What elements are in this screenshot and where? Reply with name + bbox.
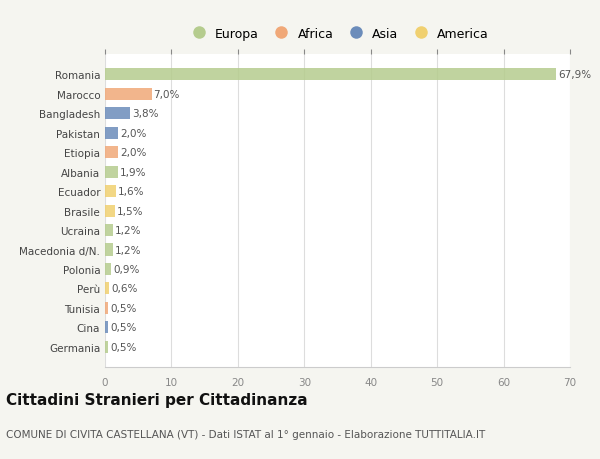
Text: 0,9%: 0,9%: [113, 264, 139, 274]
Bar: [105, 283, 109, 295]
Text: 67,9%: 67,9%: [558, 70, 591, 80]
Text: 7,0%: 7,0%: [154, 90, 180, 100]
Bar: [105, 205, 115, 217]
Bar: [105, 244, 113, 256]
Bar: [105, 147, 118, 159]
Bar: [105, 128, 118, 140]
Bar: [105, 302, 109, 314]
Text: 0,5%: 0,5%: [110, 323, 137, 333]
Text: 1,5%: 1,5%: [117, 206, 143, 216]
Text: 0,5%: 0,5%: [110, 303, 137, 313]
Bar: [105, 108, 130, 120]
Text: COMUNE DI CIVITA CASTELLANA (VT) - Dati ISTAT al 1° gennaio - Elaborazione TUTTI: COMUNE DI CIVITA CASTELLANA (VT) - Dati …: [6, 429, 485, 439]
Bar: [105, 166, 118, 179]
Text: 2,0%: 2,0%: [120, 148, 146, 158]
Text: 0,5%: 0,5%: [110, 342, 137, 352]
Text: 1,2%: 1,2%: [115, 225, 142, 235]
Bar: [105, 224, 113, 236]
Text: 1,9%: 1,9%: [119, 168, 146, 177]
Text: Cittadini Stranieri per Cittadinanza: Cittadini Stranieri per Cittadinanza: [6, 392, 308, 408]
Text: 0,6%: 0,6%: [111, 284, 137, 294]
Bar: [105, 322, 109, 334]
Bar: [105, 69, 556, 81]
Bar: [105, 263, 111, 275]
Text: 3,8%: 3,8%: [132, 109, 159, 119]
Bar: [105, 341, 109, 353]
Legend: Europa, Africa, Asia, America: Europa, Africa, Asia, America: [181, 23, 494, 46]
Bar: [105, 186, 116, 198]
Text: 1,2%: 1,2%: [115, 245, 142, 255]
Text: 1,6%: 1,6%: [118, 187, 144, 197]
Bar: [105, 89, 151, 101]
Text: 2,0%: 2,0%: [120, 129, 146, 139]
